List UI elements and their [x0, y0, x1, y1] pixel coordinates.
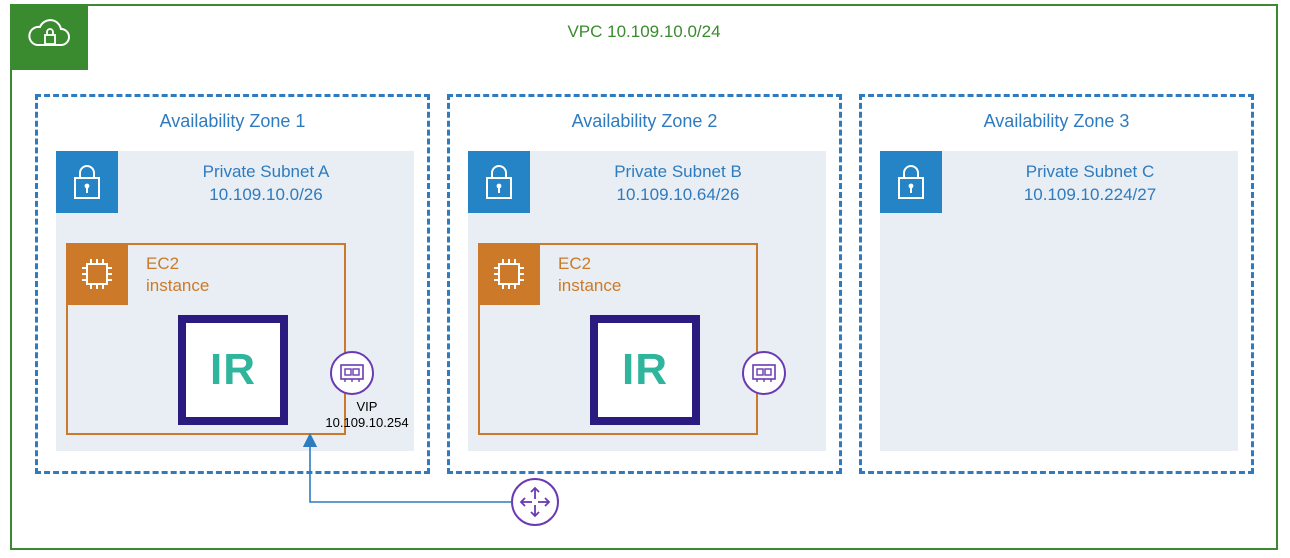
- ec2-icon-box: [478, 243, 540, 305]
- az3-subnet-name: Private Subnet C: [1026, 162, 1155, 181]
- az2-ir-box: IR: [590, 315, 700, 425]
- lock-icon: [482, 162, 516, 202]
- chip-icon: [490, 255, 528, 293]
- az2-ec2-label: EC2instance: [558, 253, 621, 297]
- az1-subnet-cidr: 10.109.10.0/26: [209, 185, 322, 204]
- diagram-canvas: VPC 10.109.10.0/24 Availability Zone 1 P…: [0, 0, 1290, 558]
- az1-title: Availability Zone 1: [38, 111, 427, 132]
- az2-subnet-name: Private Subnet B: [614, 162, 742, 181]
- az2-subnet-label: Private Subnet B 10.109.10.64/26: [588, 161, 768, 207]
- az1-subnet-name: Private Subnet A: [203, 162, 330, 181]
- availability-zone-3: Availability Zone 3 Private Subnet C 10.…: [859, 94, 1254, 474]
- az1-ir-box: IR: [178, 315, 288, 425]
- az3-title: Availability Zone 3: [862, 111, 1251, 132]
- subnet-lock-icon-box: [468, 151, 530, 213]
- lock-icon: [70, 162, 104, 202]
- router-icon: [511, 478, 559, 526]
- az3-subnet: Private Subnet C 10.109.10.224/27: [880, 151, 1238, 451]
- az1-vip-label: VIP 10.109.10.254: [312, 399, 422, 430]
- eni-icon: [339, 363, 365, 383]
- lock-icon: [894, 162, 928, 202]
- ec2-icon-box: [66, 243, 128, 305]
- chip-icon: [78, 255, 116, 293]
- vip-ip: 10.109.10.254: [325, 415, 408, 430]
- subnet-lock-icon-box: [56, 151, 118, 213]
- az1-ec2-label: EC2instance: [146, 253, 209, 297]
- az2-subnet: Private Subnet B 10.109.10.64/26: [468, 151, 826, 451]
- vpc-title: VPC 10.109.10.0/24: [12, 22, 1276, 42]
- az2-title: Availability Zone 2: [450, 111, 839, 132]
- az1-ir-text: IR: [210, 345, 256, 395]
- az3-subnet-label: Private Subnet C 10.109.10.224/27: [1000, 161, 1180, 207]
- az1-subnet-label: Private Subnet A 10.109.10.0/26: [176, 161, 356, 207]
- az3-subnet-cidr: 10.109.10.224/27: [1024, 185, 1156, 204]
- eni-icon: [751, 363, 777, 383]
- router-arrows-icon: [518, 485, 552, 519]
- az1-network-interface-icon: [330, 351, 374, 395]
- az2-subnet-cidr: 10.109.10.64/26: [617, 185, 740, 204]
- az2-ec2-instance: EC2instance IR: [478, 243, 758, 435]
- availability-zone-2: Availability Zone 2 Private Subnet B 10.…: [447, 94, 842, 474]
- az2-network-interface-icon: [742, 351, 786, 395]
- az1-ec2-instance: EC2instance IR: [66, 243, 346, 435]
- az1-subnet: Private Subnet A 10.109.10.0/26: [56, 151, 414, 451]
- az2-ir-text: IR: [622, 345, 668, 395]
- subnet-lock-icon-box: [880, 151, 942, 213]
- vip-text: VIP: [357, 399, 378, 414]
- availability-zone-1: Availability Zone 1 Private Subnet A 10.…: [35, 94, 430, 474]
